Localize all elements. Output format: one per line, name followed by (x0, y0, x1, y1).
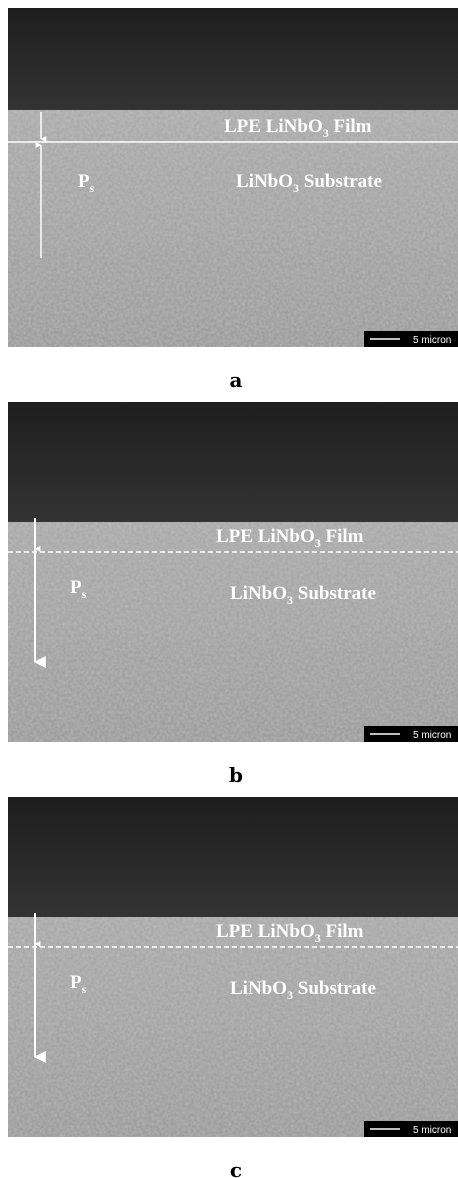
scale-bar: 5 micron (413, 1125, 451, 1136)
caption: b (229, 763, 243, 787)
substrate-label: LiNbO3 Substrate (230, 978, 376, 1002)
figure: LPE LiNbO3 Film LiNbO3 Substrate Ps 5 mi… (0, 0, 458, 1178)
scale-bar: 5 micron (413, 730, 451, 741)
film-label: LPE LiNbO3 Film (216, 526, 364, 550)
caption: a (230, 368, 243, 392)
panel: LPE LiNbO3 Film LiNbO3 Substrate Ps 5 mi… (8, 402, 458, 787)
film-label: LPE LiNbO3 Film (216, 921, 364, 945)
substrate-label: LiNbO3 Substrate (236, 171, 382, 195)
caption: c (230, 1158, 242, 1178)
film-label: LPE LiNbO3 Film (224, 116, 372, 140)
panel: LPE LiNbO3 Film LiNbO3 Substrate Ps 5 mi… (8, 797, 458, 1178)
panel: LPE LiNbO3 Film LiNbO3 Substrate Ps 5 mi… (8, 8, 458, 392)
substrate-label: LiNbO3 Substrate (230, 583, 376, 607)
scale-bar: 5 micron (413, 335, 451, 346)
